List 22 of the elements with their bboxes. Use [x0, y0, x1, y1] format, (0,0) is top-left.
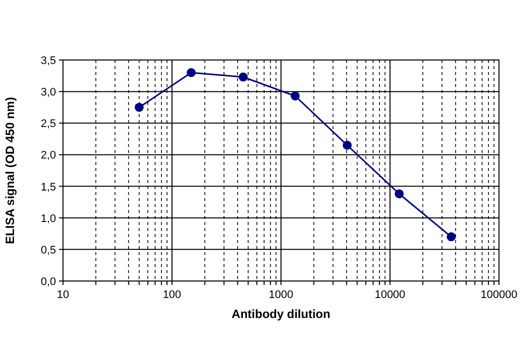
- y-axis-title: ELISA signal (OD 450 nm): [3, 97, 17, 244]
- x-axis-title: Antibody dilution: [232, 307, 330, 321]
- y-tick-label: 1,0: [40, 212, 56, 225]
- y-tick-label: 0,5: [40, 244, 56, 256]
- x-tick-label: 100: [162, 289, 182, 301]
- point: [186, 68, 196, 78]
- y-tick-label: 0,0: [40, 276, 56, 288]
- y-tick-label: 2,5: [40, 118, 56, 130]
- point: [394, 189, 404, 198]
- point: [134, 102, 144, 112]
- x-tick-label: 10: [56, 289, 70, 301]
- point: [446, 232, 456, 242]
- point: [342, 140, 352, 150]
- y-tick-label: 1,5: [40, 181, 56, 194]
- point: [238, 72, 248, 82]
- y-tick-label: 2,0: [40, 150, 56, 162]
- x-tick-label: 100000: [480, 289, 518, 301]
- y-tick-label: 3,5: [40, 55, 56, 67]
- x-tick-label: 1000: [268, 289, 294, 301]
- y-tick-label: 3,0: [40, 86, 56, 99]
- x-tick-label: 10000: [374, 289, 406, 301]
- point: [290, 91, 300, 100]
